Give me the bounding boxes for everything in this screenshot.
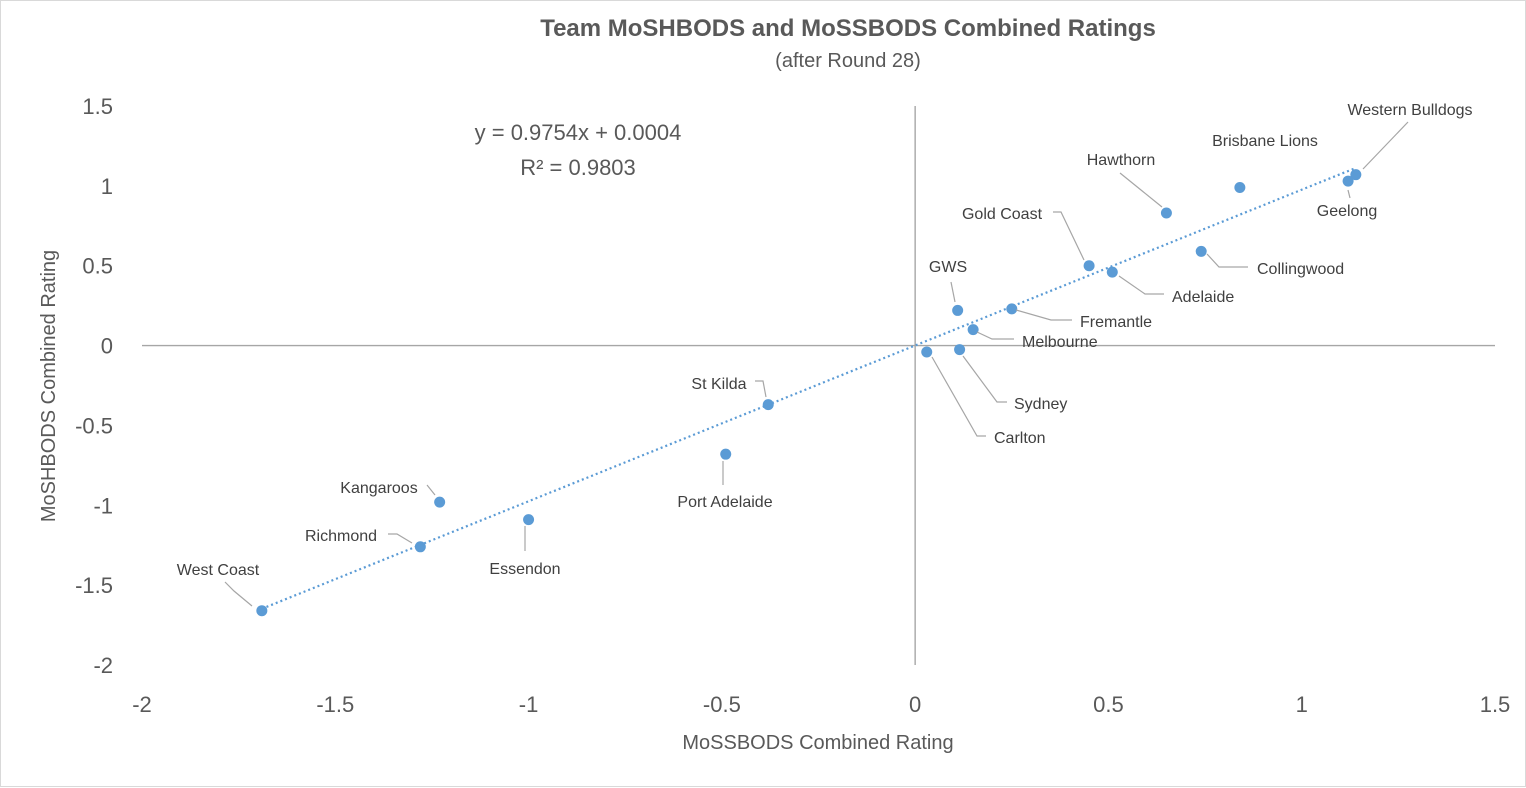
data-point-hawthorn	[1160, 207, 1172, 219]
leader-line-geelong	[1347, 189, 1351, 199]
data-label-carlton: Carlton	[994, 430, 1046, 447]
leader-line-carlton	[931, 356, 986, 437]
leader-line-gold-coast	[1053, 211, 1085, 261]
leader-line-fremantle	[1015, 309, 1072, 321]
trendline	[261, 166, 1357, 610]
x-axis-title: MoSSBODS Combined Rating	[682, 732, 953, 754]
leader-line-collingwood	[1206, 253, 1248, 268]
y-tick-label: -0.5	[75, 413, 113, 438]
y-tick-label: 1.5	[82, 94, 113, 119]
leader-line-gws	[950, 281, 956, 303]
data-label-collingwood: Collingwood	[1257, 261, 1344, 278]
leader-line-st-kilda	[755, 380, 767, 398]
data-label-sydney: Sydney	[1014, 396, 1067, 413]
data-label-port-adelaide: Port Adelaide	[677, 494, 772, 511]
data-point-gws	[952, 304, 964, 316]
y-tick-label: 1	[101, 174, 113, 199]
data-point-western-bulldogs	[1350, 169, 1362, 181]
data-point-adelaide	[1106, 266, 1118, 278]
tick-labels-group: -2 -1.5 -1 -0.5 0 0.5 1 1.5 1.5 1 0.5 0 -0.5 -1 -1.5 -2	[75, 94, 1510, 717]
data-label-gold-coast: Gold Coast	[962, 206, 1043, 223]
leader-line-adelaide	[1118, 275, 1164, 295]
chart-title: Team MoSHBODS and MoSSBODS Combined Rati…	[540, 15, 1156, 42]
trendline-group	[261, 166, 1357, 610]
data-point-gold-coast	[1083, 260, 1095, 272]
data-labels-group: Western Bulldogs Geelong Brisbane Lions Haw…	[177, 102, 1473, 607]
data-point-richmond	[414, 541, 426, 553]
trendline-equation: y = 0.9754x + 0.0004	[475, 120, 682, 145]
data-points-group	[256, 169, 1362, 617]
data-label-kangaroos: Kangaroos	[340, 480, 417, 497]
data-point-melbourne	[967, 324, 979, 336]
chart-subtitle: (after Round 28)	[775, 50, 921, 72]
data-label-geelong: Geelong	[1317, 203, 1378, 220]
data-label-west-coast: West Coast	[177, 562, 260, 579]
leader-line-west-coast	[224, 581, 253, 607]
x-tick-label: 0	[909, 692, 921, 717]
data-label-essendon: Essendon	[489, 561, 560, 578]
leader-line-hawthorn	[1119, 172, 1163, 208]
data-label-western-bulldogs: Western Bulldogs	[1347, 102, 1472, 119]
data-label-hawthorn: Hawthorn	[1087, 152, 1155, 169]
axes-group	[142, 106, 1495, 665]
data-point-fremantle	[1006, 303, 1018, 315]
x-tick-label: -0.5	[703, 692, 741, 717]
data-label-brisbane-lions: Brisbane Lions	[1212, 133, 1318, 150]
x-tick-label: 1.5	[1480, 692, 1511, 717]
leader-line-melbourne	[976, 331, 1014, 340]
y-tick-label: -1.5	[75, 573, 113, 598]
data-label-fremantle: Fremantle	[1080, 314, 1152, 331]
data-point-collingwood	[1195, 245, 1207, 257]
data-label-melbourne: Melbourne	[1022, 334, 1098, 351]
data-point-essendon	[523, 514, 535, 526]
data-point-brisbane-lions	[1234, 181, 1246, 193]
data-label-gws: GWS	[929, 259, 967, 276]
y-axis-title: MoSHBODS Combined Rating	[38, 250, 60, 522]
data-point-geelong	[1342, 175, 1354, 187]
data-label-st-kilda: St Kilda	[691, 376, 746, 393]
x-tick-label: 0.5	[1093, 692, 1124, 717]
data-point-west-coast	[256, 605, 268, 617]
y-tick-label: -1	[93, 493, 113, 518]
x-tick-label: -1	[519, 692, 539, 717]
data-point-st-kilda	[762, 399, 774, 411]
x-tick-label: 1	[1296, 692, 1308, 717]
y-tick-label: 0	[101, 334, 113, 359]
leader-line-kangaroos	[426, 484, 436, 496]
trendline-r-squared: R² = 0.9803	[520, 155, 636, 180]
x-tick-label: -2	[132, 692, 152, 717]
leader-line-western-bulldogs	[1362, 121, 1409, 170]
y-tick-label: -2	[93, 653, 113, 678]
data-point-kangaroos	[434, 496, 446, 508]
data-point-carlton	[921, 346, 933, 358]
data-point-port-adelaide	[720, 448, 732, 460]
data-label-adelaide: Adelaide	[1172, 289, 1234, 306]
leader-line-sydney	[962, 355, 1007, 403]
data-point-sydney	[954, 344, 966, 356]
x-tick-label: -1.5	[316, 692, 354, 717]
data-label-richmond: Richmond	[305, 528, 377, 545]
leader-line-richmond	[388, 533, 413, 544]
y-tick-label: 0.5	[82, 254, 113, 279]
